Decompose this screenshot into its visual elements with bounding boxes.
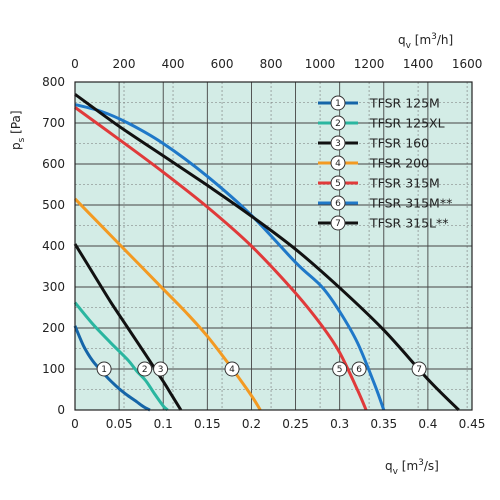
x-tick-label: 0.45 [459,417,486,431]
y-tick-label: 300 [42,280,65,294]
legend-label-7: TFSR 315L** [369,216,449,231]
plot-frame [74,81,473,411]
legend-label-2: TFSR 125XL [369,116,445,131]
x-tick-label: 0 [71,417,79,431]
x2-tick-label: 600 [211,57,234,71]
curve-marker-1 [96,361,112,377]
y-tick-label: 600 [42,157,65,171]
y-tick-label: 400 [42,239,65,253]
series-line-3 [73,243,183,411]
curve-marker-label-3: 3 [158,365,164,375]
legend: 1 TFSR 125M 2 TFSR 125XL 3 TFSR 160 4 TFSR 200 5… [318,95,452,231]
x-tick-label: 0.15 [194,417,221,431]
x-tick-label: 0.2 [242,417,261,431]
series-line-5 [74,106,368,411]
legend-label-3: TFSR 160 [369,136,429,151]
legend-marker-6 [330,195,346,211]
legend-marker-3 [330,135,346,151]
curve-marker-2 [137,361,153,377]
curve-marker-label-4: 4 [229,365,235,375]
curve-marker-label-2: 2 [142,365,148,375]
curve-marker-5 [332,361,348,377]
x-tick-label: 0.3 [330,417,349,431]
series-line-2 [73,301,169,412]
legend-marker-label-6: 6 [335,199,341,209]
series-line-7 [74,93,460,412]
legend-marker-1 [330,95,346,111]
curve-marker-label-6: 6 [356,365,362,375]
x-tick-label: 0.35 [370,417,397,431]
y-tick-label: 100 [42,362,65,376]
legend-label-6: TFSR 315M** [369,196,452,211]
x2-tick-label: 200 [113,57,136,71]
x2-tick-label: 1200 [354,57,385,71]
curve-marker-label-5: 5 [337,365,343,375]
legend-marker-label-1: 1 [335,99,341,109]
legend-label-1: TFSR 125M [369,96,440,111]
x-tick-label: 0.05 [106,417,133,431]
curve-marker-7 [411,361,427,377]
x2-tick-label: 400 [162,57,185,71]
curve-marker-4 [224,361,240,377]
legend-marker-label-7: 7 [335,219,341,229]
y-tick-label: 200 [42,321,65,335]
curve-marker-label-7: 7 [416,365,422,375]
legend-marker-label-4: 4 [335,159,341,169]
legend-marker-5 [330,175,346,191]
x2-tick-label: 800 [260,57,283,71]
x2-tick-label: 1000 [305,57,336,71]
legend-marker-label-3: 3 [335,139,341,149]
x-tick-label: 0.4 [418,417,437,431]
x2-tick-label: 1400 [403,57,434,71]
legend-label-4: TFSR 200 [369,156,429,171]
x2-axis-label: qv [m3/h] [398,32,453,51]
legend-label-5: TFSR 315M [369,176,440,191]
y-tick-label: 0 [57,403,65,417]
y-tick-label: 500 [42,198,65,212]
legend-marker-7 [330,215,346,231]
series-line-6 [74,103,386,411]
y-tick-label: 800 [42,75,65,89]
series-line-4 [73,197,262,411]
legend-marker-label-2: 2 [335,119,341,129]
legend-marker-4 [330,155,346,171]
series-curves [73,93,460,412]
y-axis-label: ps [Pa] [9,110,27,150]
curve-marker-3 [153,361,169,377]
x2-tick-label: 1600 [452,57,483,71]
x-tick-label: 0.1 [154,417,173,431]
x-axis-label: qv [m3/s] [385,458,439,477]
tick-labels: 0 0.05 0.1 0.15 0.2 0.25 0.3 0.35 0.4 0.45 0 200 400… [42,57,485,431]
plot-border [74,81,473,411]
legend-marker-label-5: 5 [335,179,341,189]
series-line-1 [73,325,151,412]
y-tick-label: 700 [42,116,65,130]
x-tick-label: 0.25 [282,417,309,431]
curve-marker-6 [351,361,367,377]
x2-tick-label: 0 [71,57,79,71]
curve-marker-label-1: 1 [101,365,107,375]
legend-marker-2 [330,115,346,131]
